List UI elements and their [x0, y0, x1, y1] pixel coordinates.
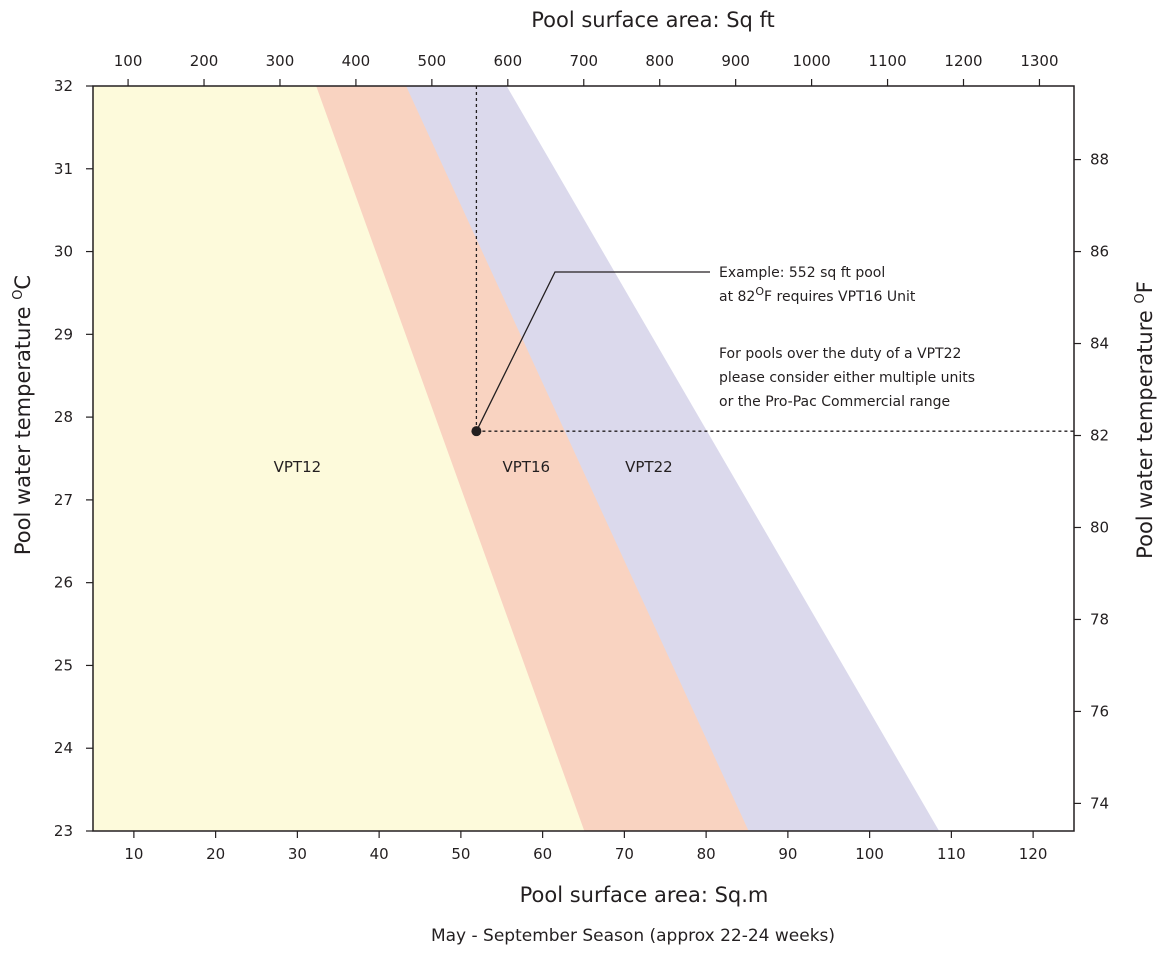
y-tick-label-left: 30: [54, 243, 73, 261]
y-tick-label-right: 76: [1090, 702, 1109, 720]
x-tick-label-top: 500: [418, 52, 447, 70]
x-tick-label-bottom: 100: [855, 845, 884, 863]
x-tick-label-bottom: 30: [288, 845, 307, 863]
x-tick-label-bottom: 50: [451, 845, 470, 863]
y-tick-label-right: 78: [1090, 610, 1109, 628]
x-axis-title-bottom: Pool surface area: Sq.m: [520, 883, 769, 907]
axis-ticks: 10 20 30 40 50 60 70 80 90 100 110 120 100 200 300 400 5…: [54, 52, 1109, 863]
x-tick-label-bottom: 70: [615, 845, 634, 863]
note-line-1: For pools over the duty of a VPT22: [719, 346, 961, 362]
x-tick-label-top: 200: [190, 52, 219, 70]
band-label-vpt22: VPT22: [625, 458, 673, 476]
y-tick-label-left: 25: [54, 656, 73, 674]
x-axis-title-top: Pool surface area: Sq ft: [531, 8, 775, 32]
example-line-1: Example: 552 sq ft pool: [719, 265, 885, 281]
example-annotation: Example: 552 sq ft pool at 82OF requires…: [719, 265, 916, 305]
y-tick-label-right: 82: [1090, 427, 1109, 445]
note-line-3: or the Pro-Pac Commercial range: [719, 394, 950, 410]
chart-caption: May - September Season (approx 22-24 wee…: [431, 926, 835, 946]
y-tick-label-left: 29: [54, 325, 73, 343]
y-tick-label-left: 31: [54, 160, 73, 178]
capacity-note: For pools over the duty of a VPT22 pleas…: [719, 346, 975, 410]
band-labels: VPT12 VPT16 VPT22: [274, 458, 673, 476]
x-tick-label-bottom: 40: [370, 845, 389, 863]
y-axis-title-right: Pool water temperature OF: [1133, 281, 1157, 559]
x-tick-label-bottom: 90: [778, 845, 797, 863]
example-guides: [471, 86, 1074, 437]
x-tick-label-top: 400: [342, 52, 371, 70]
note-line-2: please consider either multiple units: [719, 370, 975, 386]
y-tick-label-right: 84: [1090, 335, 1109, 353]
y-tick-label-right: 86: [1090, 243, 1109, 261]
x-tick-label-top: 1000: [793, 52, 831, 70]
x-tick-label-top: 600: [493, 52, 522, 70]
y-tick-label-right: 88: [1090, 151, 1109, 169]
band-label-vpt16: VPT16: [502, 458, 550, 476]
y-tick-label-left: 23: [54, 822, 73, 840]
x-tick-label-bottom: 60: [533, 845, 552, 863]
x-tick-label-bottom: 80: [697, 845, 716, 863]
x-tick-label-top: 300: [266, 52, 295, 70]
y-tick-label-right: 80: [1090, 518, 1109, 536]
x-tick-label-top: 100: [114, 52, 143, 70]
x-tick-label-bottom: 20: [206, 845, 225, 863]
band-vpt12: [93, 86, 585, 831]
band-label-vpt12: VPT12: [274, 458, 322, 476]
y-tick-label-right: 74: [1090, 794, 1109, 812]
y-tick-label-left: 26: [54, 574, 73, 592]
x-tick-label-bottom: 110: [937, 845, 966, 863]
x-tick-label-top: 700: [569, 52, 598, 70]
x-tick-label-top: 900: [721, 52, 750, 70]
example-leader-line: [475, 271, 710, 432]
example-point: [471, 426, 482, 437]
x-tick-label-bottom: 10: [124, 845, 143, 863]
y-axis-title-left: Pool water temperature OC: [11, 275, 35, 555]
x-tick-label-top: 800: [645, 52, 674, 70]
example-line-2: at 82OF requires VPT16 Unit: [719, 285, 916, 305]
x-tick-label-top: 1100: [868, 52, 906, 70]
x-tick-label-bottom: 120: [1019, 845, 1048, 863]
y-tick-label-left: 32: [54, 77, 73, 95]
x-tick-label-top: 1200: [944, 52, 982, 70]
x-tick-label-top: 1300: [1020, 52, 1058, 70]
y-tick-label-left: 24: [54, 739, 73, 757]
capacity-bands: [93, 86, 940, 831]
y-tick-label-left: 28: [54, 408, 73, 426]
y-tick-label-left: 27: [54, 491, 73, 509]
